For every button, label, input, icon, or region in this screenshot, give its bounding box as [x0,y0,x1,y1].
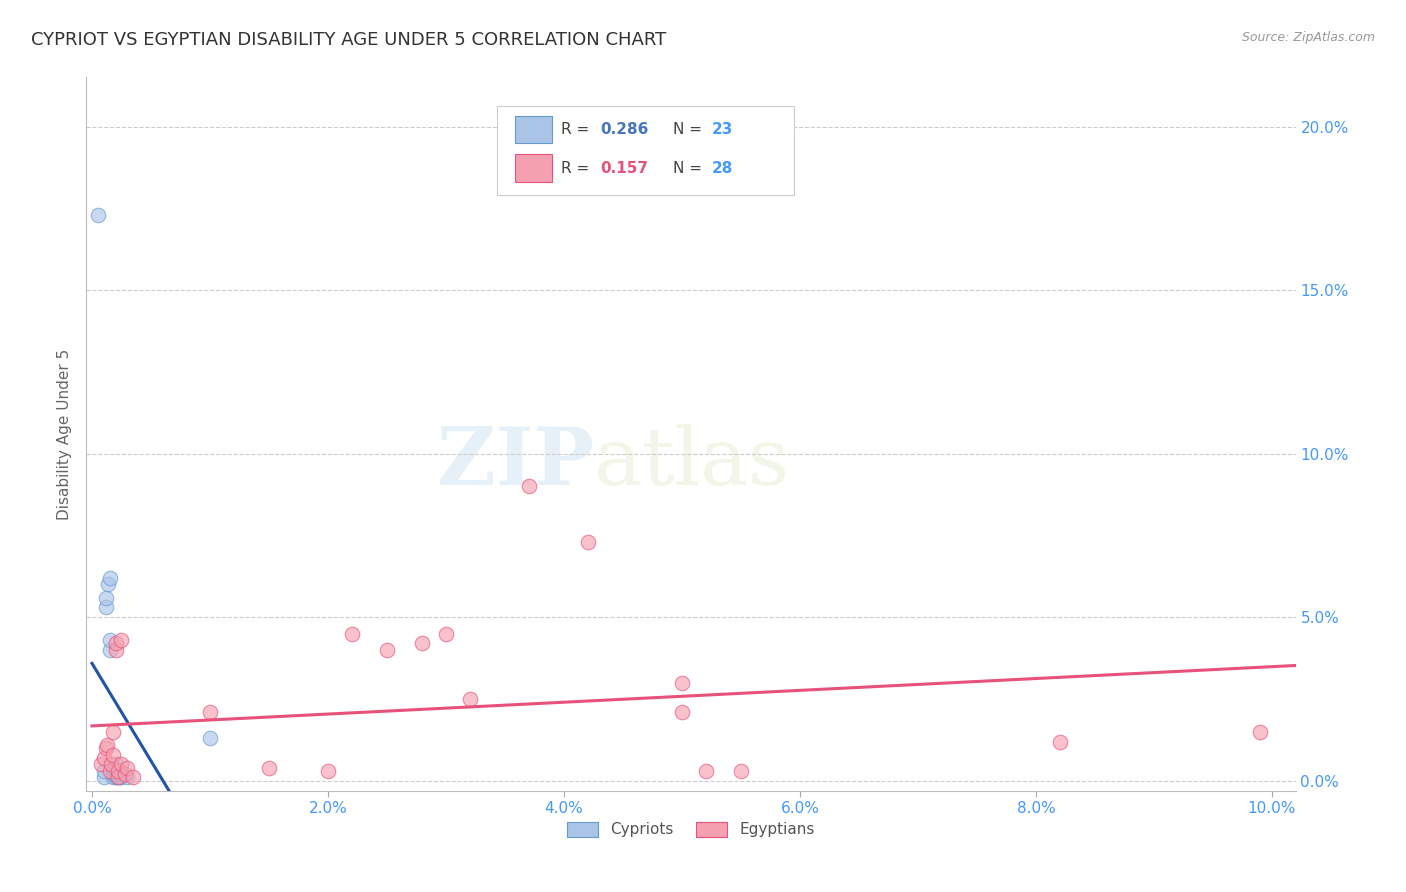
Point [198,731,221,746]
Point [117,771,139,785]
FancyBboxPatch shape [498,106,793,195]
Point [110,771,132,785]
Text: CYPRIOT VS EGYPTIAN DISABILITY AGE UNDER 5 CORRELATION CHART: CYPRIOT VS EGYPTIAN DISABILITY AGE UNDER… [31,31,666,49]
Point [94,591,117,605]
Point [94,741,117,756]
Point [103,761,125,775]
Point [103,747,125,762]
Point [98,633,121,648]
Point [94,600,117,615]
Point [103,771,125,785]
Point [695,764,717,778]
Point [93,771,115,785]
Point [122,771,145,785]
Point [110,767,132,781]
Point [107,764,129,778]
FancyBboxPatch shape [516,154,551,182]
Point [340,626,363,640]
Point [114,767,136,781]
Point [107,767,129,781]
Point [104,764,127,778]
Text: 0.286: 0.286 [600,122,648,137]
Point [375,643,398,657]
Text: 28: 28 [711,161,733,176]
Point [110,633,132,648]
Point [411,636,433,650]
Point [103,767,125,781]
Point [257,761,280,775]
Point [107,771,129,785]
Point [96,738,118,752]
Point [198,705,221,719]
Point [107,771,129,785]
Point [316,764,339,778]
Point [103,724,125,739]
Point [671,675,693,690]
Text: N =: N = [672,122,707,137]
Point [98,571,121,585]
Text: 0.157: 0.157 [600,161,648,176]
Point [87,208,110,222]
Text: R =: R = [561,161,595,176]
Point [110,764,132,778]
Point [110,771,132,785]
Text: Source: ZipAtlas.com: Source: ZipAtlas.com [1241,31,1375,45]
Point [110,757,132,772]
FancyBboxPatch shape [516,116,551,143]
Text: ZIP: ZIP [437,424,595,501]
Point [104,643,127,657]
Point [434,626,457,640]
Legend: Cypriots, Egyptians: Cypriots, Egyptians [561,816,821,844]
Point [97,577,120,591]
Text: atlas: atlas [595,424,789,501]
Text: R =: R = [561,122,595,137]
Point [93,751,115,765]
Point [1049,734,1071,748]
Point [576,535,599,549]
Point [98,764,121,778]
Point [104,771,127,785]
Point [100,757,122,772]
Point [517,479,540,493]
Point [104,636,127,650]
Point [1249,724,1271,739]
Y-axis label: Disability Age Under 5: Disability Age Under 5 [58,349,72,520]
Point [458,692,481,706]
Point [104,757,127,772]
Point [117,761,139,775]
Point [730,764,752,778]
Point [93,764,115,778]
Point [98,643,121,657]
Text: 23: 23 [711,122,733,137]
Text: N =: N = [672,161,707,176]
Point [671,705,693,719]
Point [90,757,112,772]
